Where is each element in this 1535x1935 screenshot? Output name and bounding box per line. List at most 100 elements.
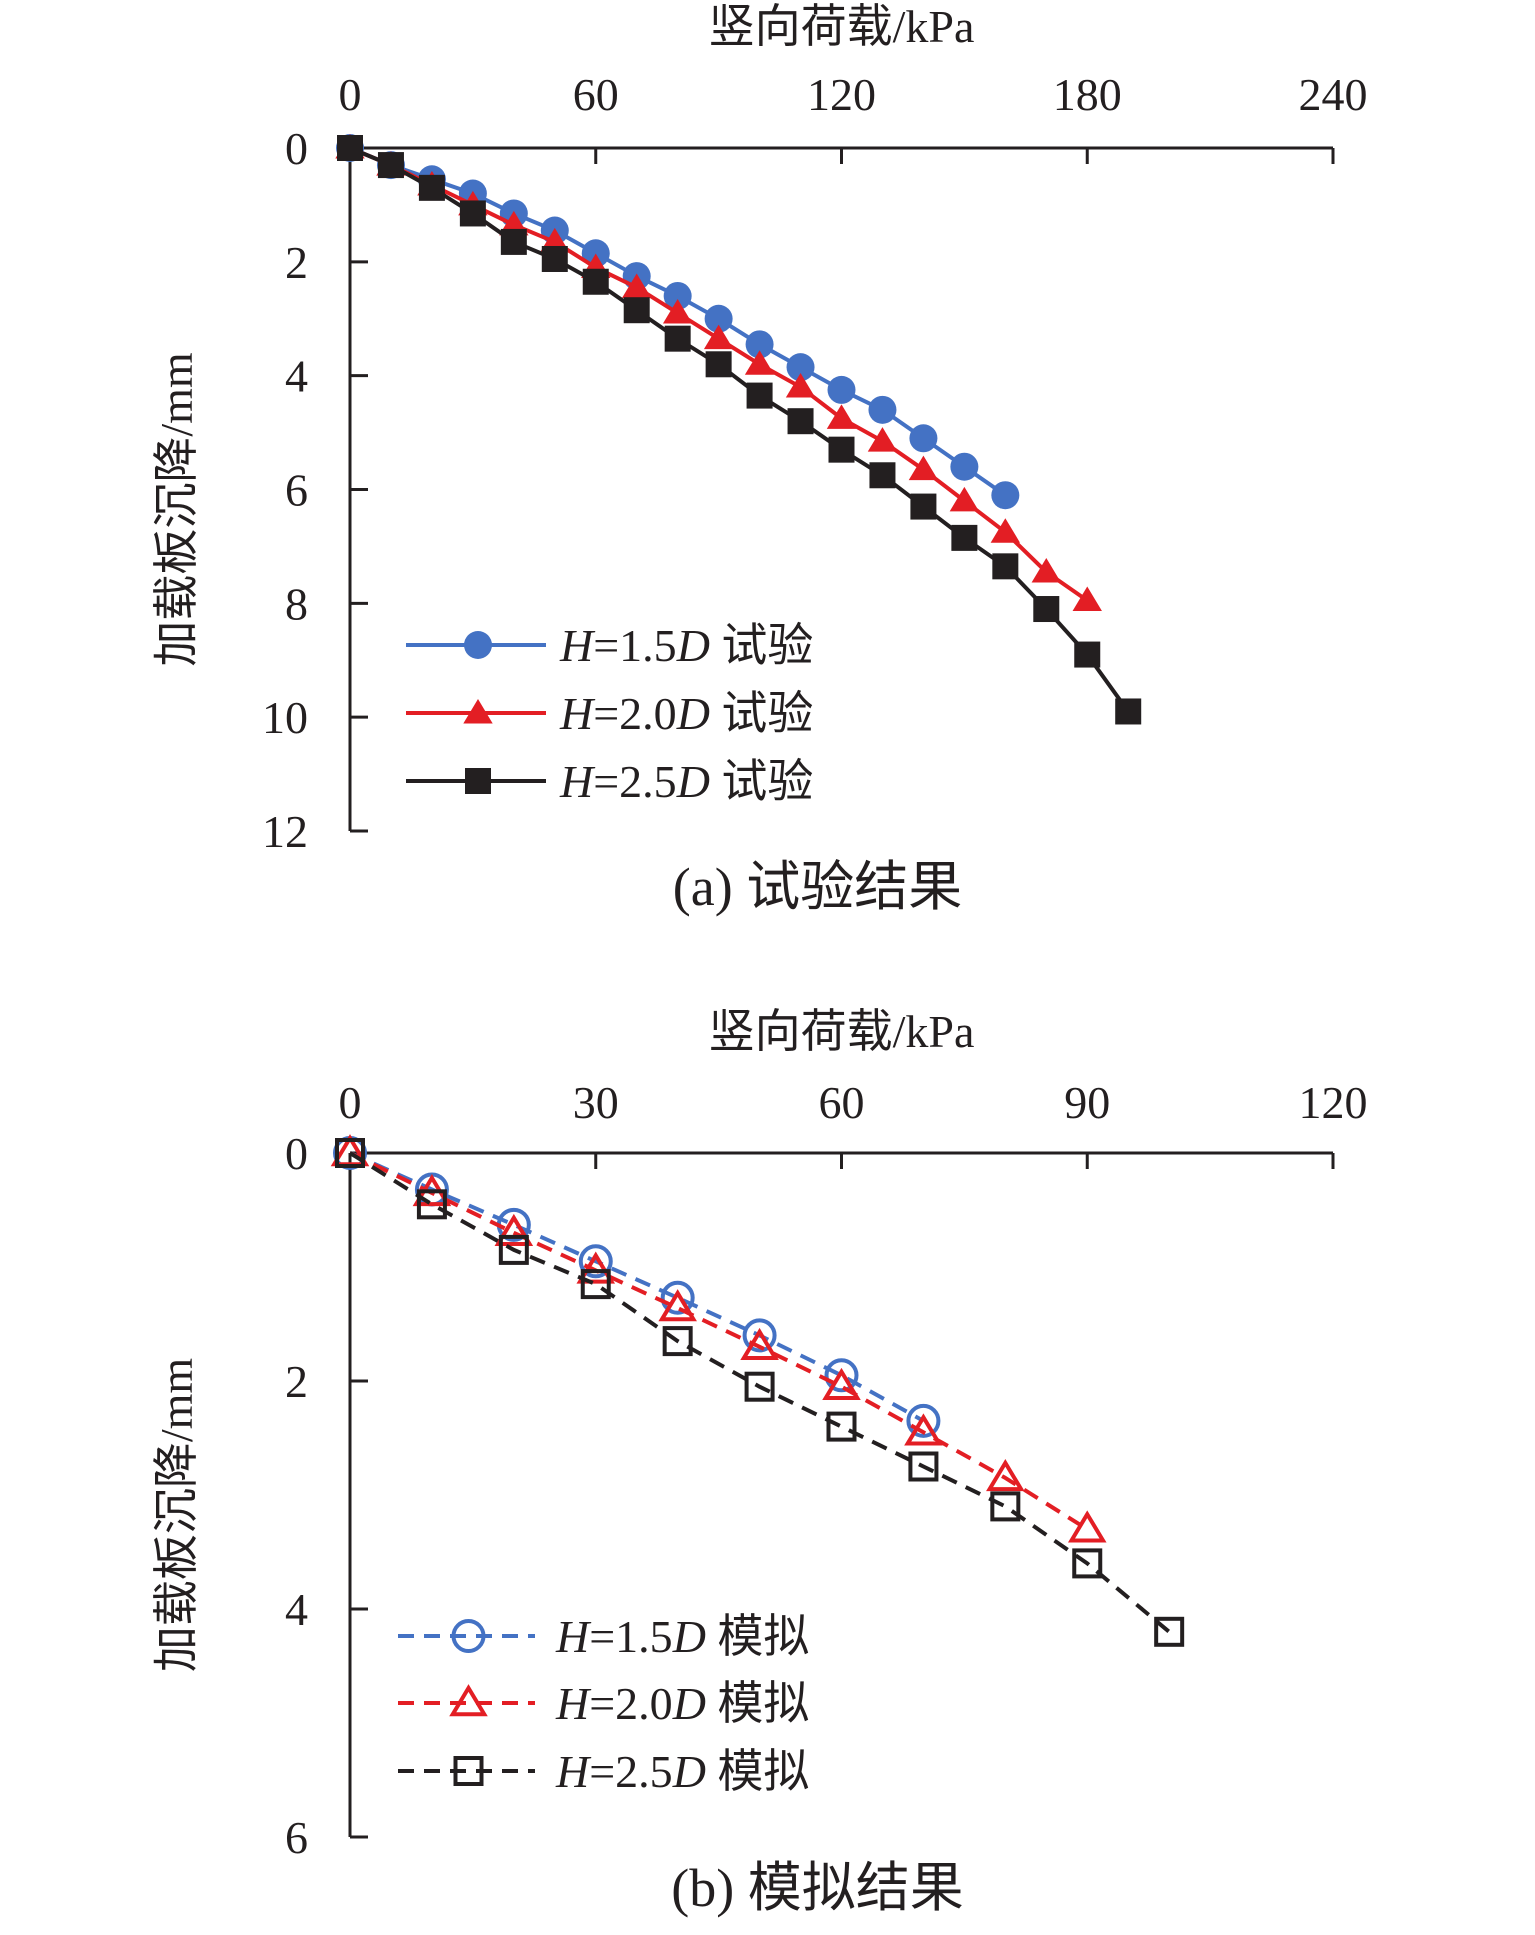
data-point bbox=[337, 135, 363, 161]
data-point bbox=[868, 395, 897, 424]
y-tick-label: 2 bbox=[285, 237, 308, 288]
y-tick-label: 4 bbox=[285, 351, 308, 402]
legend-label-value: =1.5 bbox=[593, 620, 676, 671]
data-point bbox=[1115, 698, 1142, 725]
legend-entry: H=1.5D 试验 bbox=[406, 620, 813, 671]
y-tick-label: 6 bbox=[285, 1812, 308, 1863]
data-point bbox=[990, 518, 1021, 543]
data-point bbox=[623, 297, 650, 324]
legend-marker bbox=[465, 768, 491, 794]
data-point bbox=[576, 1251, 616, 1284]
legend-label: H=2.5D 模拟 bbox=[555, 1746, 809, 1797]
data-point bbox=[459, 200, 486, 227]
x-axis-title: 竖向荷载/kPa bbox=[709, 1006, 975, 1057]
data-point bbox=[746, 382, 773, 409]
x-tick-label: 0 bbox=[339, 1077, 362, 1128]
legend-label-d: D bbox=[672, 1746, 706, 1797]
data-point bbox=[580, 1269, 611, 1300]
data-point bbox=[500, 228, 527, 255]
data-point bbox=[949, 486, 980, 512]
legend-marker bbox=[464, 631, 492, 659]
legend-label-suffix: 试验 bbox=[710, 620, 814, 671]
y-tick-label: 6 bbox=[285, 465, 308, 516]
data-point bbox=[582, 268, 609, 295]
data-point bbox=[822, 1367, 861, 1400]
y-axis-title: 加载板沉降/mm bbox=[151, 1358, 202, 1673]
data-point bbox=[1033, 596, 1060, 623]
data-point bbox=[1072, 1548, 1103, 1579]
legend-label-suffix: 试验 bbox=[710, 756, 814, 807]
series-3 bbox=[337, 135, 1142, 725]
data-point bbox=[578, 1244, 613, 1279]
legend-label-suffix: 模拟 bbox=[706, 1611, 810, 1662]
legend-label-d: D bbox=[676, 688, 710, 739]
data-point bbox=[786, 353, 815, 382]
data-point bbox=[869, 462, 896, 489]
data-point bbox=[541, 245, 568, 272]
legend-label-suffix: 模拟 bbox=[706, 1746, 810, 1797]
legend-label-h: H bbox=[559, 620, 596, 671]
data-point bbox=[1031, 558, 1061, 583]
legend-marker bbox=[463, 699, 493, 724]
data-point bbox=[744, 1371, 775, 1402]
data-point bbox=[991, 481, 1020, 510]
data-point bbox=[787, 408, 814, 435]
series-3 bbox=[335, 1138, 1185, 1647]
panel-caption: (b) 模拟结果 bbox=[671, 1858, 963, 1918]
legend-label-d: D bbox=[672, 1678, 706, 1729]
data-point bbox=[904, 1413, 943, 1446]
legend-label: H=2.0D 模拟 bbox=[555, 1678, 809, 1729]
data-point bbox=[662, 1326, 693, 1357]
data-point bbox=[622, 273, 652, 298]
data-point bbox=[990, 1491, 1021, 1522]
legend-entry: H=1.5D 模拟 bbox=[398, 1611, 809, 1662]
data-point bbox=[416, 1189, 447, 1220]
x-tick-label: 0 bbox=[339, 69, 362, 120]
legend-entry: H=2.0D 试验 bbox=[406, 688, 813, 739]
data-point bbox=[1154, 1616, 1185, 1647]
data-point bbox=[827, 375, 856, 404]
data-point bbox=[742, 1318, 777, 1353]
legend-label-h: H bbox=[555, 1746, 592, 1797]
legend-label: H=1.5D 模拟 bbox=[555, 1611, 809, 1662]
series-line bbox=[348, 1151, 1171, 1634]
data-point bbox=[826, 404, 857, 429]
data-point bbox=[867, 427, 898, 452]
data-point bbox=[950, 452, 979, 481]
data-point bbox=[1074, 641, 1101, 668]
legend-label-value: =1.5 bbox=[589, 1611, 672, 1662]
legend-entry: H=2.0D 模拟 bbox=[398, 1678, 809, 1729]
data-point bbox=[740, 1327, 779, 1361]
y-axis-title: 加载板沉降/mm bbox=[151, 352, 202, 667]
y-tick-label: 12 bbox=[262, 806, 308, 857]
data-point bbox=[986, 1459, 1025, 1492]
legend-marker bbox=[449, 1684, 488, 1717]
data-point bbox=[498, 1234, 529, 1265]
data-point bbox=[660, 1280, 695, 1315]
data-point bbox=[826, 1411, 857, 1442]
y-tick-label: 8 bbox=[285, 578, 308, 629]
legend-label-h: H bbox=[559, 756, 596, 807]
data-point bbox=[335, 1138, 365, 1168]
legend-label-value: =2.0 bbox=[593, 688, 676, 739]
legend-label-h: H bbox=[555, 1678, 592, 1729]
y-tick-label: 4 bbox=[285, 1584, 308, 1635]
legend-entry: H=2.5D 模拟 bbox=[398, 1746, 809, 1797]
data-point bbox=[906, 1403, 941, 1438]
data-point bbox=[908, 1451, 939, 1482]
legend-label-suffix: 试验 bbox=[710, 688, 814, 739]
data-point bbox=[418, 174, 445, 201]
y-tick-label: 10 bbox=[262, 692, 308, 743]
x-tick-label: 120 bbox=[807, 69, 876, 120]
data-point bbox=[658, 1289, 697, 1322]
legend-label-value: =2.5 bbox=[593, 756, 676, 807]
data-point bbox=[824, 1358, 859, 1393]
x-tick-label: 240 bbox=[1299, 69, 1368, 120]
legend-entry: H=2.5D 试验 bbox=[406, 756, 813, 807]
legend-label-suffix: 模拟 bbox=[706, 1678, 810, 1729]
panel-caption: (a) 试验结果 bbox=[673, 857, 962, 917]
x-tick-label: 30 bbox=[573, 1077, 619, 1128]
data-point bbox=[785, 373, 816, 398]
